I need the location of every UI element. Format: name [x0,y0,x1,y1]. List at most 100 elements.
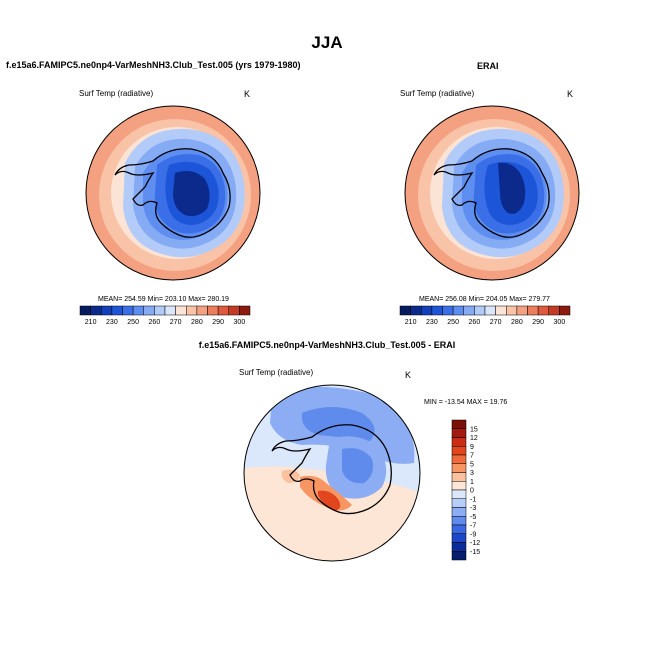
map-3-antarctica-coastline [271,424,392,515]
panel-2-variable: Surf Temp (radiative) [400,89,475,98]
map-3-colorbar-tick-label: 12 [470,435,478,442]
map-1-colorbar-cell [164,305,176,316]
map-1-colorbar-tick-label: 210 [85,319,97,326]
map-2-colorbar-tick-label: 210 [405,319,417,326]
map-3-colorbar-cell [451,454,467,464]
map-3-colorbar-tick-label: -3 [470,505,476,512]
map-2-colorbar-tick-label: 230 [426,319,438,326]
map-3-colorbar-tick-label: 0 [470,488,474,495]
map-2-colorbar-cell [559,305,571,316]
map-1-boundary [85,105,261,281]
map-2-colorbar-cell [516,305,528,316]
map-3-region-cold-core [301,407,375,441]
map-2-colorbar-cell [527,305,539,316]
map-1-colorbar: 210 230 250 260 270 280 290 300 [79,305,251,326]
panel-1-title: f.e15a6.FAMIPC5.ne0np4-VarMeshNH3.Club_T… [6,60,301,70]
map-3-colorbar-cell [451,524,467,534]
map-3-colorbar-tick-label: 3 [470,470,474,477]
map-3-colorbar-tick-label: -7 [470,523,476,530]
map-1-colorbar-cell [196,305,208,316]
map-3-colorbar-cell [451,533,467,543]
map-3-polar-plot [243,384,421,562]
map-1-colorbar-tick-label: 250 [127,319,139,326]
map-3-boundary [243,384,421,562]
map-1-colorbar-cell [79,305,91,316]
map-3-colorbar-tick-label: -9 [470,531,476,538]
map-1-colorbar-tick-label: 260 [149,319,161,326]
panel-2-units: K [567,89,574,99]
map-3-colorbar-cell [451,446,467,456]
map-1-colorbar-cell [111,305,123,316]
map-1-colorbar-cell [143,305,155,316]
map-1-band-plateau [173,171,210,217]
map-2-colorbar: 210 230 250 260 270 280 290 300 [399,305,571,326]
map-3-colorbar-tick-label: 5 [470,461,474,468]
map-3-colorbar-tick-label: -1 [470,496,476,503]
page-title: JJA [311,33,343,52]
map-1-colorbar-cell [154,305,166,316]
map-2-colorbar-tick-label: 250 [447,319,459,326]
map-2-colorbar-cell [421,305,433,316]
map-3-region-hot-shelf [318,490,341,511]
map-3-colorbar-tick-label: 15 [470,426,478,433]
map-2-colorbar-cell [495,305,507,316]
map-1-antarctica-coastline [114,148,231,238]
map-2-polar-plot [404,105,580,281]
map-2-antarctica-coastline [433,148,550,238]
map-2-colorbar-tick-label: 280 [511,319,523,326]
map-3-colorbar-cell [451,428,467,438]
map-2-colorbar-tick-label: 270 [490,319,502,326]
panel-3-units: K [405,370,412,380]
map-2-colorbar-cell [399,305,411,316]
map-1-colorbar-cell [228,305,240,316]
panel-1-stats: MEAN= 254.59 Min= 203.10 Max= 280.19 [98,296,229,303]
map-2-colorbar-cell [452,305,464,316]
map-3-colorbar: 15 12 9 75 3 1 0-1 -3 -5 -7-9 -12 -15 [451,419,480,561]
map-2-colorbar-cell [537,305,549,316]
map-3-colorbar-tick-label: 1 [470,479,474,486]
map-2-colorbar-cell [410,305,422,316]
map-3-colorbar-cell [451,516,467,526]
map-1-colorbar-tick-label: 230 [106,319,118,326]
panel-1-units: K [244,89,251,99]
map-3-region-plateau-cold [342,448,373,484]
map-1-colorbar-tick-label: 290 [212,319,224,326]
map-3-colorbar-tick-label: -15 [470,549,480,556]
map-1-colorbar-tick-label: 300 [234,319,246,326]
map-2-colorbar-cell [548,305,560,316]
map-3-colorbar-cell [451,472,467,482]
map-3-colorbar-tick-label: 9 [470,444,474,451]
map-2-colorbar-tick-label: 300 [554,319,566,326]
map-1-colorbar-tick-label: 280 [191,319,203,326]
map-2-colorbar-cell [442,305,454,316]
map-3-colorbar-cell [451,437,467,447]
map-1-polar-plot [85,105,261,281]
panel-1-variable: Surf Temp (radiative) [79,89,154,98]
map-1-colorbar-tick-label: 270 [170,319,182,326]
map-3-colorbar-cell [451,542,467,552]
map-2-colorbar-tick-label: 260 [469,319,481,326]
map-3-colorbar-tick-label: 7 [470,453,474,460]
map-1-colorbar-cell [207,305,219,316]
map-3-colorbar-cell [451,489,467,499]
map-3-colorbar-cell [451,419,467,429]
panel-3-title: f.e15a6.FAMIPC5.ne0np4-VarMeshNH3.Club_T… [198,340,456,350]
map-2-boundary [404,105,580,281]
map-1-colorbar-cell [101,305,113,316]
map-1-colorbar-cell [186,305,198,316]
map-3-colorbar-cell [451,463,467,473]
map-2-colorbar-cell [431,305,443,316]
map-3-colorbar-cell [451,507,467,517]
map-1-colorbar-cell [122,305,134,316]
panel-3-stats: MIN = -13.54 MAX = 19.76 [424,399,508,406]
panel-2-stats: MEAN= 256.08 Min= 204.05 Max= 279.77 [419,296,550,303]
map-2-colorbar-cell [506,305,518,316]
map-2-colorbar-cell [474,305,486,316]
map-2-band-plateau [498,162,526,214]
map-2-colorbar-cell [484,305,496,316]
map-2-colorbar-tick-label: 290 [532,319,544,326]
map-3-colorbar-tick-label: -5 [470,514,476,521]
map-3-colorbar-cell [451,551,467,561]
map-1-colorbar-cell [217,305,229,316]
map-3-colorbar-cell [451,498,467,508]
